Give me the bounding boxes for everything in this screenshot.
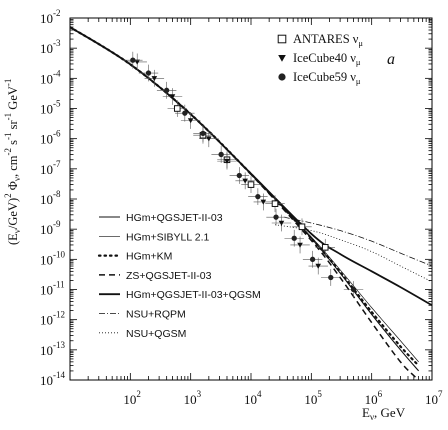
curve-hgm-km [70,25,420,367]
y-tick-label: 10-13 [40,340,65,358]
y-tick-label: 10-11 [40,280,65,298]
icecube59-point [236,172,242,179]
panel-label: a [387,51,395,68]
points-layer [123,51,364,298]
icecube40-point [260,199,267,205]
x-tick-label: 104 [244,389,262,407]
icecube40-point [242,178,248,184]
icecube59-point [255,193,261,200]
antares-point [271,200,279,207]
y-tick-label: 10-4 [40,68,61,86]
antares-point [173,105,181,112]
x-axis-label: Eν, GeV [362,405,406,422]
y-tick-label: 10-2 [40,8,61,26]
icecube40-point [224,158,230,164]
icecube59-point [291,235,297,241]
y-tick-label: 10-9 [40,219,61,237]
icecube59-point [328,274,334,281]
x-tick-label: 107 [425,389,443,407]
antares-point [247,181,255,188]
x-tick-label: 105 [304,389,322,407]
plot-frame [69,17,433,381]
icecube59-point [130,57,136,63]
y-tick-label: 10-12 [40,310,65,328]
curve-hgm-qgsjet-ii-03 [70,26,420,372]
curve-zs-qgsjet-ii-03 [70,26,420,380]
y-tick-label: 10-3 [40,38,61,56]
curve-nsu-qgsm [274,224,432,283]
legend-point-label: ANTARES νμ [293,32,363,48]
icecube59-point [200,130,206,137]
axes-layer: 102 103 104 105 106 107 10-2 10-3 10-4 10-5 10-6 10… [3,8,443,422]
legend-marker-1 [278,54,286,62]
icecube40-point [315,263,322,269]
y-tick-label: 10-8 [40,189,61,207]
legend-point-label: IceCube59 νμ [293,70,361,86]
legend-curve-label: HGm+QGSJET-II-03 [126,212,223,224]
x-tick-label: 106 [365,389,383,407]
antares-point [321,244,329,251]
icecube59-point [273,214,279,220]
icecube40-point [169,94,176,100]
y-tick-label: 10-10 [40,249,65,267]
legend-layer: ANTARES νμ IceCube40 νμ IceCube59 νμ HGm+QG… [97,32,363,340]
legend-curve-label: HGm+KM [126,251,172,263]
icecube40-point [297,242,303,248]
y-tick-label: 10-5 [40,99,61,117]
y-tick-label: 10-6 [40,129,61,147]
antares-point [298,223,306,231]
icecube59-point [145,70,152,76]
legend-marker-2 [278,73,286,81]
curves-layer [70,25,432,380]
y-axis-label: (Eν/GeV)2 Φν, cm-2 s-1 sr-1 GeV-1 [3,79,22,245]
icecube59-point [218,151,224,158]
icecube59-point [350,286,357,293]
legend-point-label: IceCube40 νμ [293,51,361,67]
legend-marker-0 [277,34,287,44]
x-tick-label: 103 [184,389,202,407]
icecube40-point [206,136,212,142]
icecube40-point [187,118,194,124]
y-tick-label: 10-7 [40,159,61,177]
curve-hgm-sibyll-2-1 [70,26,419,363]
icecube40-point [278,220,285,226]
icecube59-point [309,256,316,262]
legend-curve-label: NSU+RQPM [126,309,186,321]
y-tick-label: 10-14 [40,370,65,388]
icecube59-point [182,110,188,116]
x-tick-label: 102 [123,389,141,407]
legend-curve-label: HGm+SIBYLL 2.1 [126,231,210,243]
legend-curve-label: NSU+QGSM [126,328,186,340]
icecube40-point [134,59,141,65]
legend-curve-label: HGm+QGSJET-II-03+QGSM [126,289,261,301]
icecube40-point [151,76,158,82]
curve-nsu-rqpm [283,216,432,267]
legend-curve-label: ZS+QGSJET-II-03 [126,270,212,282]
curve-hgm-qgsjet-ii-03-qgsm [70,26,432,307]
icecube59-point [163,87,170,93]
